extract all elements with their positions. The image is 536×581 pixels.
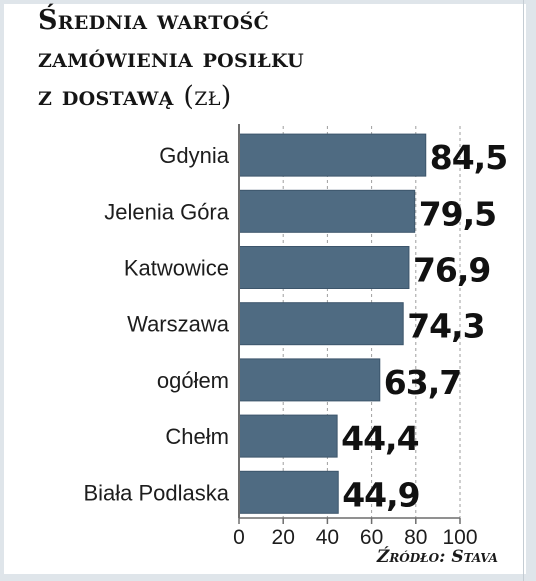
bar bbox=[238, 358, 381, 402]
bar bbox=[238, 133, 427, 177]
value-label: 44,4 bbox=[341, 419, 418, 458]
bar bbox=[238, 246, 410, 289]
page-edge-line bbox=[523, 0, 524, 581]
category-label: Chełm bbox=[165, 424, 229, 449]
value-label: 76,9 bbox=[413, 251, 490, 290]
title-line-3: z dostawą bbox=[38, 81, 174, 112]
category-label: Biała Podlaska bbox=[83, 480, 229, 505]
x-tick-label: 100 bbox=[442, 526, 477, 549]
bar bbox=[238, 414, 338, 458]
category-label: Warszawa bbox=[127, 312, 230, 337]
chart-title: Średnia wartość zamówienia posiłku z dos… bbox=[38, 2, 508, 116]
x-tick-label: 0 bbox=[233, 526, 245, 549]
bar bbox=[238, 470, 339, 514]
value-label: 79,5 bbox=[419, 194, 496, 233]
value-label: 63,7 bbox=[384, 363, 461, 402]
category-label: Jelenia Góra bbox=[104, 199, 230, 224]
x-tick-label: 20 bbox=[272, 526, 295, 549]
category-label: Katwowice bbox=[124, 256, 229, 281]
bar bbox=[238, 189, 416, 233]
x-tick-label: 60 bbox=[360, 526, 383, 549]
bar-layer bbox=[238, 133, 427, 514]
source-note: Źródło: Stava bbox=[376, 547, 498, 567]
category-label: Gdynia bbox=[159, 143, 229, 168]
bar bbox=[238, 302, 404, 346]
value-label: 84,5 bbox=[430, 138, 507, 177]
title-unit: (zł) bbox=[183, 81, 232, 112]
category-label: ogółem bbox=[157, 368, 229, 393]
title-line-1: Średnia wartość bbox=[38, 5, 269, 36]
value-label: 74,3 bbox=[407, 307, 484, 346]
label-layer: 0 20 40 60 80 100 Gdynia 84,5 Jelenia Góra 79,5 Ka… bbox=[83, 138, 508, 549]
title-line-2: zamówienia posiłku bbox=[38, 43, 305, 74]
x-tick-label: 40 bbox=[316, 526, 339, 549]
axis-layer bbox=[238, 124, 461, 524]
value-label: 44,9 bbox=[342, 475, 419, 514]
x-tick-label: 80 bbox=[404, 526, 427, 549]
